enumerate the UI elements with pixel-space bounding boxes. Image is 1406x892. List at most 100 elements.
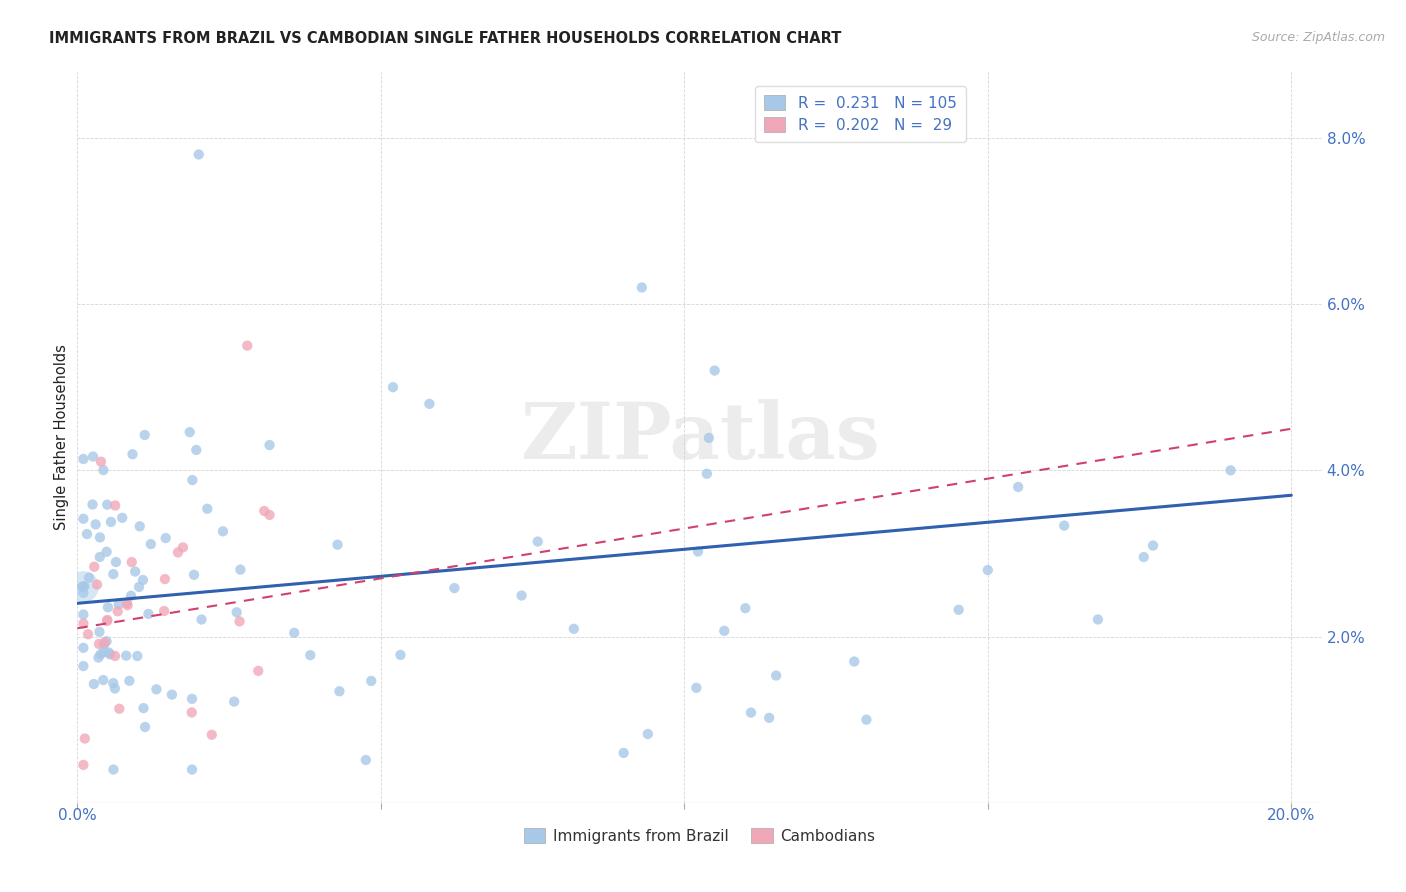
Point (758, 711, 780, 725)
Point (224, 695, 246, 709)
Point (1007, 480, 1029, 494)
Text: 0.0%: 0.0% (58, 808, 97, 823)
Point (127, 648, 149, 663)
Point (107, 604, 129, 618)
Point (132, 701, 155, 715)
Point (562, 622, 585, 636)
Point (948, 603, 970, 617)
Point (104, 555, 127, 569)
Point (139, 537, 162, 551)
Text: Source: ZipAtlas.com: Source: ZipAtlas.com (1251, 31, 1385, 45)
Point (299, 648, 322, 663)
Point (134, 720, 156, 734)
Point (167, 545, 190, 559)
Point (155, 531, 177, 545)
Point (326, 538, 349, 552)
Point (734, 601, 756, 615)
Point (765, 668, 787, 682)
Point (145, 682, 167, 697)
Point (115, 596, 138, 610)
Point (84, 517, 107, 532)
Point (132, 573, 155, 587)
Point (1087, 612, 1109, 626)
Point (228, 615, 250, 629)
Point (977, 563, 1000, 577)
Point (72, 586, 94, 600)
Point (153, 604, 176, 618)
Point (72, 512, 94, 526)
Point (96, 498, 118, 512)
Point (153, 572, 176, 586)
Point (121, 447, 143, 461)
Point (179, 425, 201, 439)
Point (72, 640, 94, 655)
Point (103, 567, 125, 582)
Point (89, 531, 111, 545)
Point (111, 511, 134, 525)
Point (89, 549, 111, 564)
Point (82, 498, 104, 512)
Point (73, 731, 96, 746)
Point (120, 589, 142, 603)
Point (96, 613, 118, 627)
Point (360, 673, 382, 688)
Point (93, 645, 115, 659)
Point (381, 380, 404, 394)
Point (96, 634, 118, 648)
Point (134, 428, 156, 442)
Point (97, 646, 120, 660)
Point (93, 463, 115, 477)
Point (259, 438, 281, 452)
Point (283, 625, 305, 640)
Point (103, 676, 125, 690)
Point (70, 580, 93, 594)
Point (72, 757, 94, 772)
Point (195, 501, 218, 516)
Point (91, 673, 114, 687)
Point (117, 599, 139, 613)
Point (118, 673, 141, 688)
Point (181, 763, 204, 777)
Point (90, 455, 112, 469)
Point (96, 614, 118, 628)
Point (1132, 549, 1154, 564)
Point (354, 753, 377, 767)
Point (72, 616, 94, 631)
Point (630, 280, 652, 294)
Point (180, 706, 202, 720)
Point (72, 580, 94, 594)
Point (104, 499, 127, 513)
Point (247, 664, 270, 678)
Text: 20.0%: 20.0% (1267, 808, 1316, 823)
Point (172, 541, 194, 555)
Y-axis label: Single Father Households: Single Father Households (53, 344, 69, 530)
Point (1219, 463, 1241, 477)
Point (418, 397, 440, 411)
Point (696, 467, 718, 481)
Point (1053, 518, 1076, 533)
Point (83, 559, 105, 574)
Point (115, 648, 138, 663)
Point (72, 659, 94, 673)
Point (181, 473, 204, 487)
Point (121, 555, 143, 569)
Point (86, 577, 108, 591)
Point (212, 524, 235, 539)
Point (225, 605, 247, 619)
Point (73, 579, 96, 593)
Point (187, 147, 209, 161)
Point (96, 545, 118, 559)
Point (510, 589, 533, 603)
Point (138, 607, 160, 621)
Point (128, 519, 150, 533)
Point (93, 638, 115, 652)
Point (229, 563, 252, 577)
Text: ZIPatlas: ZIPatlas (520, 399, 879, 475)
Point (186, 442, 208, 457)
Point (128, 580, 150, 594)
Point (686, 544, 709, 558)
Point (253, 504, 276, 518)
Point (89, 624, 111, 639)
Point (98, 648, 121, 662)
Point (697, 431, 720, 445)
